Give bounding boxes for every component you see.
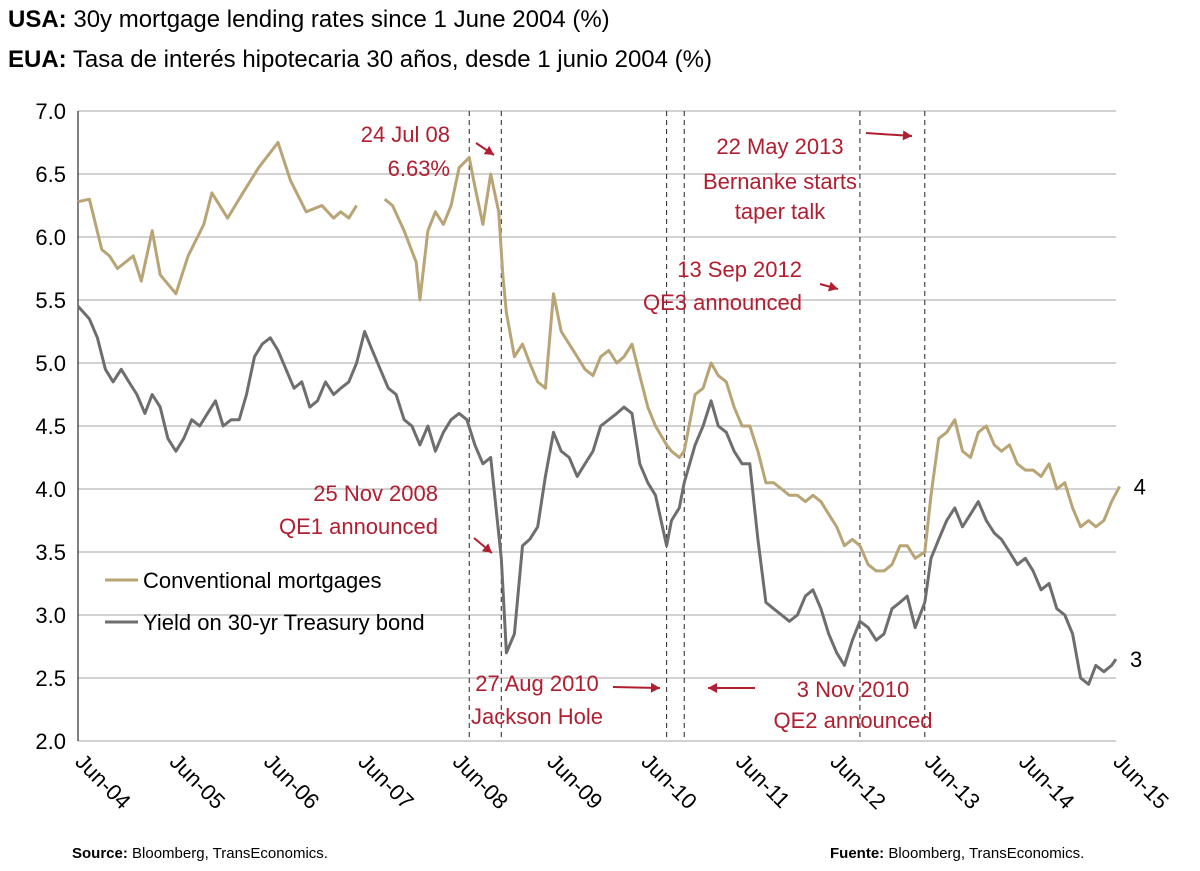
y-tick-label: 3.5	[35, 540, 66, 565]
fuente-text: Bloomberg, TransEconomics.	[888, 845, 1085, 862]
x-tick-label: Jun-07	[353, 749, 418, 814]
annotation-text: 27 Aug 2010	[475, 671, 599, 696]
x-tick-label: Jun-10	[637, 749, 702, 814]
annotation-text: Jackson Hole	[471, 704, 603, 729]
annotation-text: taper talk	[735, 199, 826, 224]
annotation-text: QE1 announced	[279, 514, 438, 539]
legend-label: Conventional mortgages	[143, 568, 381, 593]
source-label: Source:	[72, 845, 128, 862]
x-tick-label: Jun-15	[1108, 749, 1173, 814]
y-tick-label: 6.0	[35, 225, 66, 250]
y-tick-label: 6.5	[35, 162, 66, 187]
annotation-arrowhead	[483, 145, 494, 155]
annotation-text: Bernanke starts	[703, 169, 857, 194]
title-en-prefix: USA:	[8, 6, 67, 33]
y-tick-label: 4.0	[35, 477, 66, 502]
annotation-text: 22 May 2013	[716, 134, 843, 159]
annotation-arrowhead	[708, 683, 717, 693]
y-tick-label: 3.0	[35, 603, 66, 628]
y-tick-label: 2.5	[35, 666, 66, 691]
title-es-text: Tasa de interés hipotecaria 30 años, des…	[72, 46, 712, 73]
annotation-arrowhead	[827, 281, 838, 292]
x-tick-label: Jun-13	[920, 749, 985, 814]
chart-title-english: USA: 30y mortgage lending rates since 1 …	[8, 6, 610, 34]
x-tick-label: Jun-11	[731, 749, 795, 813]
end-label: 3	[1130, 647, 1142, 672]
fuente-label: Fuente:	[830, 845, 885, 862]
y-tick-label: 4.5	[35, 414, 66, 439]
annotation-arrowhead	[481, 543, 492, 553]
chart-title-spanish: EUA: Tasa de interés hipotecaria 30 años…	[8, 46, 712, 74]
x-tick-label: Jun-14	[1014, 749, 1079, 814]
annotation-text: QE2 announced	[773, 708, 932, 733]
annotation-text: 3 Nov 2010	[797, 677, 910, 702]
source-text: Bloomberg, TransEconomics.	[132, 845, 328, 862]
x-tick-label: Jun-05	[165, 749, 230, 814]
annotation-text: 13 Sep 2012	[677, 257, 802, 282]
end-label: 4	[1134, 474, 1146, 499]
annotation-arrowhead	[902, 130, 912, 141]
x-tick-label: Jun-09	[542, 749, 607, 814]
fuente-note: Fuente: Bloomberg, TransEconomics.	[830, 845, 1084, 862]
x-tick-label: Jun-04	[70, 749, 135, 814]
x-tick-label: Jun-06	[259, 749, 324, 814]
annotation-text: QE3 announced	[643, 290, 802, 315]
y-tick-label: 5.5	[35, 288, 66, 313]
annotation-text: 6.63%	[388, 156, 450, 181]
series-line-treasury	[76, 305, 1118, 686]
y-tick-label: 5.0	[35, 351, 66, 376]
x-tick-label: Jun-12	[826, 749, 891, 814]
y-tick-label: 7.0	[35, 99, 66, 124]
x-tick-label: Jun-08	[448, 749, 513, 814]
title-es-prefix: EUA:	[8, 46, 67, 73]
source-note: Source: Bloomberg, TransEconomics.	[72, 845, 328, 862]
annotation-text: 24 Jul 08	[361, 122, 450, 147]
title-en-text: 30y mortgage lending rates since 1 June …	[73, 6, 610, 33]
annotation-arrowhead	[650, 682, 660, 693]
legend-label: Yield on 30-yr Treasury bond	[143, 610, 425, 635]
y-tick-label: 2.0	[35, 729, 66, 754]
series-line-mortgage	[77, 141, 1121, 573]
annotation-text: 25 Nov 2008	[313, 481, 438, 506]
